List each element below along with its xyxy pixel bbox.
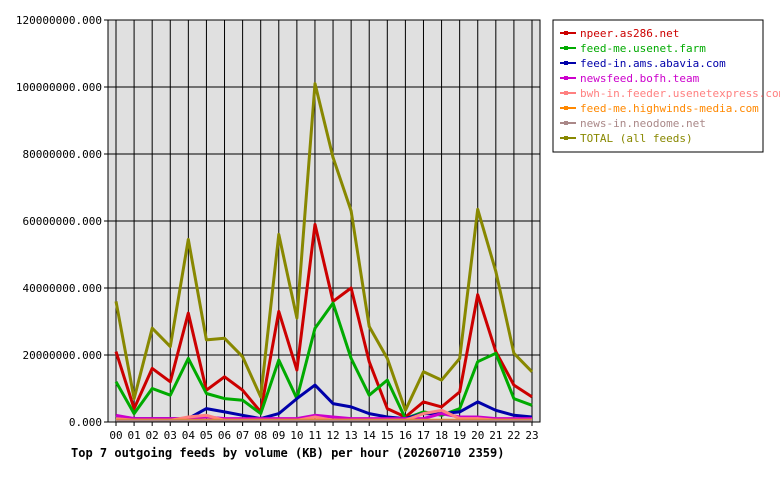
x-tick-label: 17 (417, 429, 430, 442)
x-tick-label: 10 (290, 429, 303, 442)
x-tick-label: 05 (200, 429, 213, 442)
legend-marker (564, 91, 568, 95)
x-tick-label: 23 (525, 429, 538, 442)
legend-label: feed-in.ams.abavia.com (580, 57, 726, 70)
legend-box (552, 19, 764, 153)
legend-label: TOTAL (all feeds) (580, 132, 693, 145)
legend-marker (564, 61, 568, 65)
x-tick-label: 22 (507, 429, 520, 442)
legend-marker (564, 136, 568, 140)
y-tick-label: 80000000.000 (23, 148, 102, 161)
legend-marker (564, 121, 568, 125)
x-tick-label: 13 (345, 429, 358, 442)
series-lines (114, 82, 534, 423)
x-tick-label: 09 (272, 429, 285, 442)
legend-label: npeer.as286.net (580, 27, 679, 40)
chart-title: Top 7 outgoing feeds by volume (KB) per … (71, 446, 504, 460)
series-line (114, 222, 533, 419)
x-tick-label: 08 (254, 429, 267, 442)
x-tick-label: 21 (489, 429, 502, 442)
x-tick-label: 06 (218, 429, 231, 442)
legend-label: news-in.neodome.net (580, 117, 706, 130)
x-tick-label: 07 (236, 429, 249, 442)
y-tick-label: 100000000.000 (16, 81, 102, 94)
series-line (115, 408, 532, 422)
legend-label: feed-me.highwinds-media.com (580, 102, 759, 115)
y-axis-ticks: 0.000 20000000.000 40000000.000 60000000.00… (16, 14, 108, 429)
y-tick-label: 40000000.000 (23, 282, 102, 295)
x-tick-label: 11 (308, 429, 321, 442)
x-tick-label: 00 (109, 429, 122, 442)
x-tick-label: 12 (326, 429, 339, 442)
legend-marker (564, 31, 568, 35)
x-tick-label: 15 (381, 429, 394, 442)
plot-frame (107, 19, 541, 423)
x-tick-label: 19 (453, 429, 466, 442)
legend-label: feed-me.usenet.farm (580, 42, 706, 55)
legend-marker (564, 106, 568, 110)
legend-marker (564, 76, 568, 80)
legend-label: bwh-in.feeder.usenetexpress.com (580, 87, 780, 100)
legend-marker (564, 46, 568, 50)
legend-label: newsfeed.bofh.team (580, 72, 700, 85)
grid-lines (108, 20, 540, 422)
y-tick-label: 60000000.000 (23, 215, 102, 228)
series-line (114, 82, 534, 412)
x-tick-label: 20 (471, 429, 484, 442)
x-axis-ticks: 00 01 02 03 04 05 06 07 08 09 10 11 12 13 14 15 16 17 18 19… (109, 422, 539, 442)
y-tick-label: 120000000.000 (16, 14, 102, 27)
x-tick-label: 01 (127, 429, 140, 442)
x-tick-label: 02 (146, 429, 159, 442)
y-tick-label: 20000000.000 (23, 349, 102, 362)
legend: npeer.as286.net feed-me.usenet.farm feed-i… (552, 19, 780, 153)
series-line (114, 301, 533, 421)
x-tick-label: 14 (363, 429, 377, 442)
x-tick-label: 16 (399, 429, 412, 442)
legend-items: npeer.as286.net feed-me.usenet.farm feed-i… (560, 27, 780, 145)
x-tick-label: 04 (182, 429, 196, 442)
x-tick-label: 03 (164, 429, 177, 442)
y-tick-label: 0.000 (69, 416, 102, 429)
x-tick-label: 18 (435, 429, 448, 442)
